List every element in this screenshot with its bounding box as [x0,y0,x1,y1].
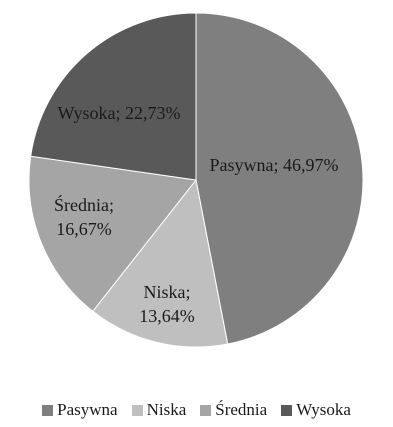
legend-swatch-pasywna [42,404,54,416]
pie-slice-niska [92,178,229,348]
pie-slice-pasywna [195,12,364,345]
legend-label-pasywna: Pasywna [57,400,118,419]
legend-label-wysoka: Wysoka [296,400,351,419]
legend-swatch-niska [131,404,143,416]
legend-item-srednia: Średnia [200,400,267,420]
legend-swatch-wysoka [281,404,293,416]
pie-slices [28,12,364,348]
legend-item-wysoka: Wysoka [281,400,351,420]
legend-label-niska: Niska [146,400,187,419]
legend-label-srednia: Średnia [215,400,268,419]
pie-slice-wysoka [30,12,197,181]
slice-label-średnia: Średnia; 16,67% [54,194,114,239]
pie-labels: Pasywna; 46,97% Niska; 13,64% Średnia; 16,67… [54,103,339,326]
legend: Pasywna Niska Średnia Wysoka [0,400,393,420]
legend-item-niska: Niska [131,400,187,420]
slice-label-niska: Niska; 13,64% [139,282,195,326]
slice-label-wysoka: Wysoka; 22,73% [58,103,181,123]
legend-item-pasywna: Pasywna [42,400,118,420]
pie-slice-średnia [28,155,197,312]
legend-swatch-srednia [200,404,212,416]
slice-label-pasywna: Pasywna; 46,97% [210,155,339,175]
